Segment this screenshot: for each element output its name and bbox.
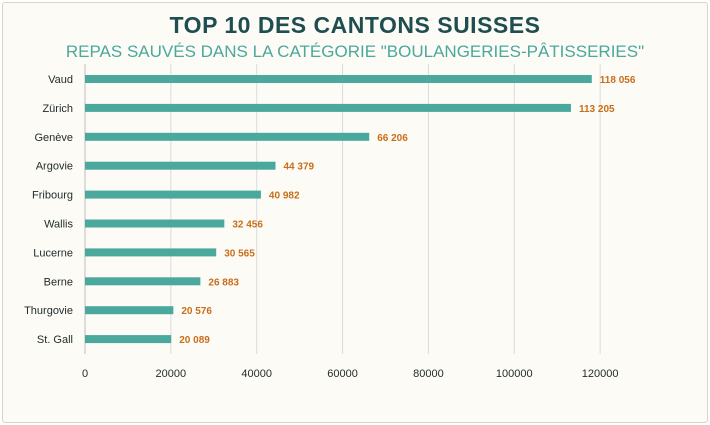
data-label: 44 379	[284, 162, 315, 173]
category-label: Fribourg	[32, 190, 73, 202]
x-tick-label: 40000	[241, 368, 272, 380]
category-label: Wallis	[44, 219, 73, 231]
bar	[85, 219, 225, 228]
bar	[85, 161, 276, 170]
x-tick-label: 120000	[582, 368, 619, 380]
bar	[85, 335, 172, 344]
chart-title: TOP 10 DES CANTONS SUISSES	[169, 12, 541, 38]
x-tick-label: 20000	[156, 368, 187, 380]
data-label: 118 056	[600, 75, 636, 86]
category-label: Berne	[44, 276, 73, 288]
bar	[85, 132, 370, 141]
data-label: 30 565	[224, 248, 255, 259]
bar	[85, 306, 174, 315]
category-label: Zürich	[42, 103, 73, 115]
bar	[85, 75, 592, 83]
category-label: Lucerne	[33, 247, 73, 259]
bar	[85, 248, 217, 257]
bar	[85, 277, 201, 286]
data-label: 66 206	[377, 133, 408, 144]
data-label: 40 982	[269, 191, 300, 202]
category-label: Argovie	[36, 161, 73, 173]
data-label: 20 089	[179, 335, 210, 346]
category-label: Thurgovie	[24, 305, 73, 317]
data-label: 20 576	[181, 306, 212, 317]
bar	[85, 190, 261, 199]
category-label: Genève	[34, 132, 73, 144]
data-label: 26 883	[208, 277, 239, 288]
category-label: Vaud	[48, 74, 73, 86]
x-tick-label: 100000	[496, 368, 533, 380]
chart-subtitle: REPAS SAUVÉS DANS LA CATÉGORIE "BOULANGE…	[65, 42, 645, 61]
bar	[85, 103, 571, 112]
category-label: St. Gall	[37, 334, 73, 346]
data-label: 32 456	[232, 220, 263, 231]
x-tick-label: 80000	[413, 368, 444, 380]
x-tick-label: 0	[82, 368, 88, 380]
data-label: 113 205	[579, 104, 615, 115]
x-tick-label: 60000	[327, 368, 358, 380]
